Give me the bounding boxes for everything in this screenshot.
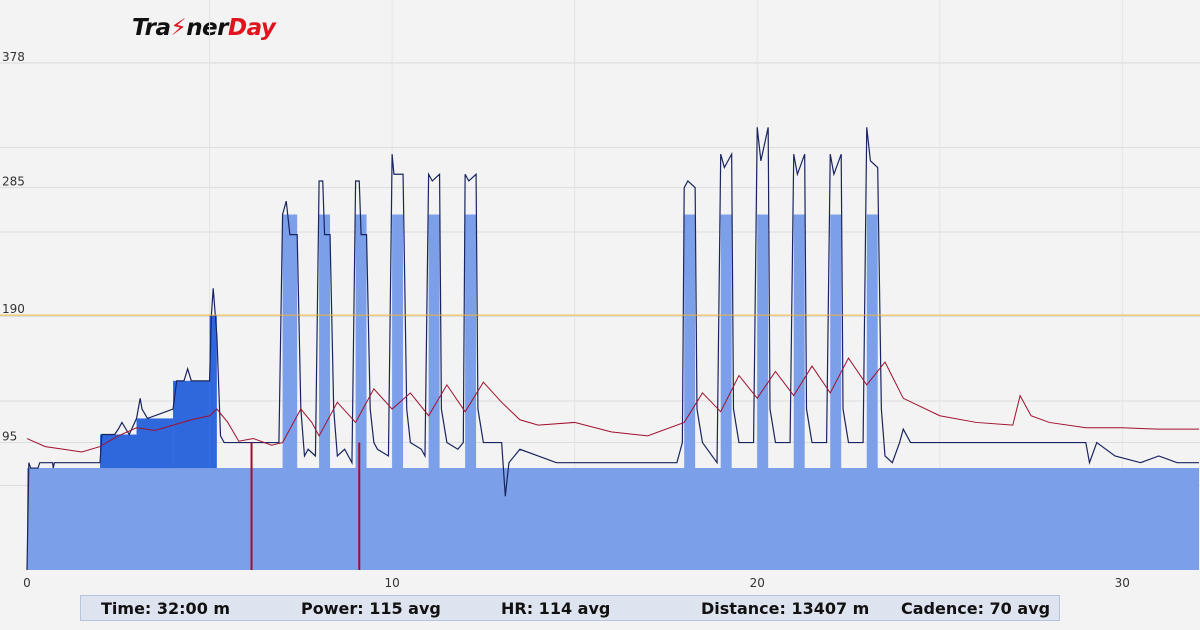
y-tick-label: 190 [2, 302, 25, 316]
x-tick-labels: 0 10 20 30 [23, 576, 1130, 590]
stat-time: Time: 32:00 m [101, 599, 231, 618]
stats-bar: Time: 32:00 m Power: 115 avg HR: 114 avg… [80, 595, 1060, 621]
y-tick-label: 95 [2, 430, 17, 444]
y-tick-label: 285 [2, 175, 25, 189]
trainerday-logo: Tra⚡nerDay [132, 15, 276, 41]
stat-cadence: Cadence: 70 avg [901, 599, 1051, 618]
power-line [26, 127, 1199, 571]
warmup-block [209, 315, 217, 469]
stat-distance: Distance: 13407 m [701, 599, 870, 618]
x-tick-label: 0 [23, 576, 31, 590]
target-power-area [27, 214, 1199, 570]
x-tick-label: 30 [1115, 576, 1130, 590]
x-tick-label: 20 [750, 576, 765, 590]
plot-area [0, 127, 1200, 571]
y-tick-labels: 95 190 285 378 [2, 50, 25, 444]
warmup-block [136, 418, 174, 469]
y-tick-label: 378 [2, 50, 25, 64]
bolt-icon: ⚡ [170, 15, 187, 41]
stat-hr: HR: 114 avg [501, 599, 611, 618]
stat-power: Power: 115 avg [301, 599, 441, 618]
x-tick-label: 10 [384, 576, 399, 590]
warmup-block [173, 380, 210, 469]
heart-rate-line [26, 357, 1199, 453]
